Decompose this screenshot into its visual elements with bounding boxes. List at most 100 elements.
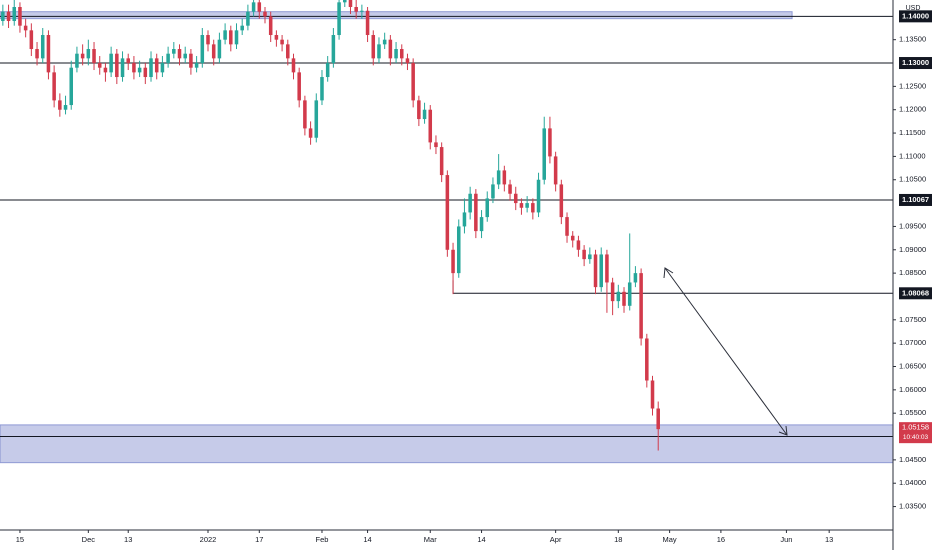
candle-body	[126, 58, 130, 64]
candle-body	[194, 63, 199, 68]
last-price-label: 1.05158	[902, 423, 929, 432]
candle-body	[115, 53, 119, 78]
candle-body	[109, 53, 113, 73]
candle-body	[246, 11, 250, 26]
candle-body	[320, 77, 324, 101]
candle-body	[46, 35, 51, 73]
candle-body	[405, 58, 410, 64]
level-tag-label: 1.13000	[902, 58, 929, 67]
level-tag	[899, 10, 932, 23]
candle-body	[12, 7, 17, 22]
candle-body	[160, 63, 165, 73]
candle-body	[80, 53, 85, 59]
arrow-head	[663, 267, 674, 279]
candle-body	[280, 39, 284, 45]
x-tick-label: 14	[477, 535, 485, 544]
projection-arrow	[664, 267, 788, 436]
x-tick-label: 17	[255, 535, 263, 544]
candle-body	[240, 25, 244, 31]
candle-body	[582, 249, 586, 260]
x-tick-label: Mar	[424, 535, 437, 544]
candle-body	[274, 35, 279, 40]
candle-body	[650, 380, 655, 409]
candle-body	[314, 100, 319, 138]
candle-body	[257, 2, 262, 12]
candle-body	[502, 170, 507, 185]
candle-body	[143, 67, 148, 78]
candle-body	[183, 53, 187, 59]
y-tick-label: 1.11000	[899, 151, 926, 160]
level-tag	[899, 57, 932, 70]
y-tick-label: 1.04000	[899, 478, 926, 487]
candle-body	[154, 58, 159, 73]
candle-body	[377, 44, 381, 59]
x-tick-label: Jun	[780, 535, 792, 544]
candle-body	[172, 49, 176, 54]
candle-body	[177, 49, 182, 59]
y-tick-label: 1.03500	[899, 502, 926, 511]
candle-body	[223, 30, 227, 40]
candle-body	[75, 53, 79, 68]
candle-body	[297, 72, 301, 101]
axis-labels: 1.13500 1.12500 1.12000 1.11500 1.11000 1.105…	[16, 10, 932, 544]
candle-body	[559, 184, 564, 218]
candle-body	[588, 254, 592, 260]
candle-body	[308, 128, 313, 138]
candle-body	[120, 58, 125, 78]
candle-layer	[1, 0, 660, 451]
price-axis	[893, 0, 932, 550]
candle-body	[593, 254, 598, 288]
candle-body	[325, 63, 330, 78]
candle-body	[434, 142, 438, 148]
candle-body	[200, 35, 205, 64]
level-tag-label: 1.14000	[902, 11, 929, 20]
candle-body	[565, 217, 569, 236]
candle-body	[627, 282, 632, 306]
candle-body	[639, 273, 643, 339]
x-tick-label: Apr	[550, 535, 562, 544]
candle-body	[286, 44, 290, 59]
candle-body	[86, 49, 91, 59]
candle-body	[343, 0, 347, 3]
candle-body	[422, 109, 427, 120]
candle-body	[491, 184, 495, 199]
candle-body	[348, 0, 353, 8]
candle-body	[536, 179, 541, 213]
candle-body	[217, 39, 222, 59]
y-tick-label: 1.12000	[899, 105, 926, 114]
candle-body	[399, 49, 404, 59]
level-tag-label: 1.10067	[902, 195, 929, 204]
candle-body	[411, 63, 415, 101]
candle-body	[331, 35, 336, 64]
candle-body	[553, 156, 558, 185]
candle-body	[633, 273, 638, 283]
candle-body	[23, 25, 28, 31]
candle-body	[656, 408, 660, 430]
y-tick-label: 1.04500	[899, 455, 926, 464]
last-price-tag	[899, 422, 932, 444]
candle-body	[149, 58, 153, 78]
x-tick-label: 18	[614, 535, 622, 544]
zone	[0, 11, 793, 20]
candle-body	[428, 109, 433, 143]
candle-body	[132, 63, 136, 73]
candle-body	[29, 30, 34, 50]
candle-body	[251, 2, 256, 12]
candle-body	[474, 193, 478, 232]
candle-body	[365, 10, 370, 36]
candle-body	[263, 11, 267, 17]
candle-body	[229, 30, 233, 45]
y-tick-label: 1.11500	[899, 128, 926, 137]
candle-body	[52, 72, 56, 101]
candle-body	[354, 7, 358, 12]
x-tick-label: May	[663, 535, 677, 544]
candle-body	[97, 63, 102, 68]
candle-body	[18, 7, 22, 26]
y-tick-label: 1.10500	[899, 175, 926, 184]
candle-body	[337, 2, 341, 36]
candle-body	[291, 58, 296, 73]
candle-body	[268, 16, 273, 36]
candle-body	[462, 212, 467, 227]
candle-body	[622, 291, 626, 306]
